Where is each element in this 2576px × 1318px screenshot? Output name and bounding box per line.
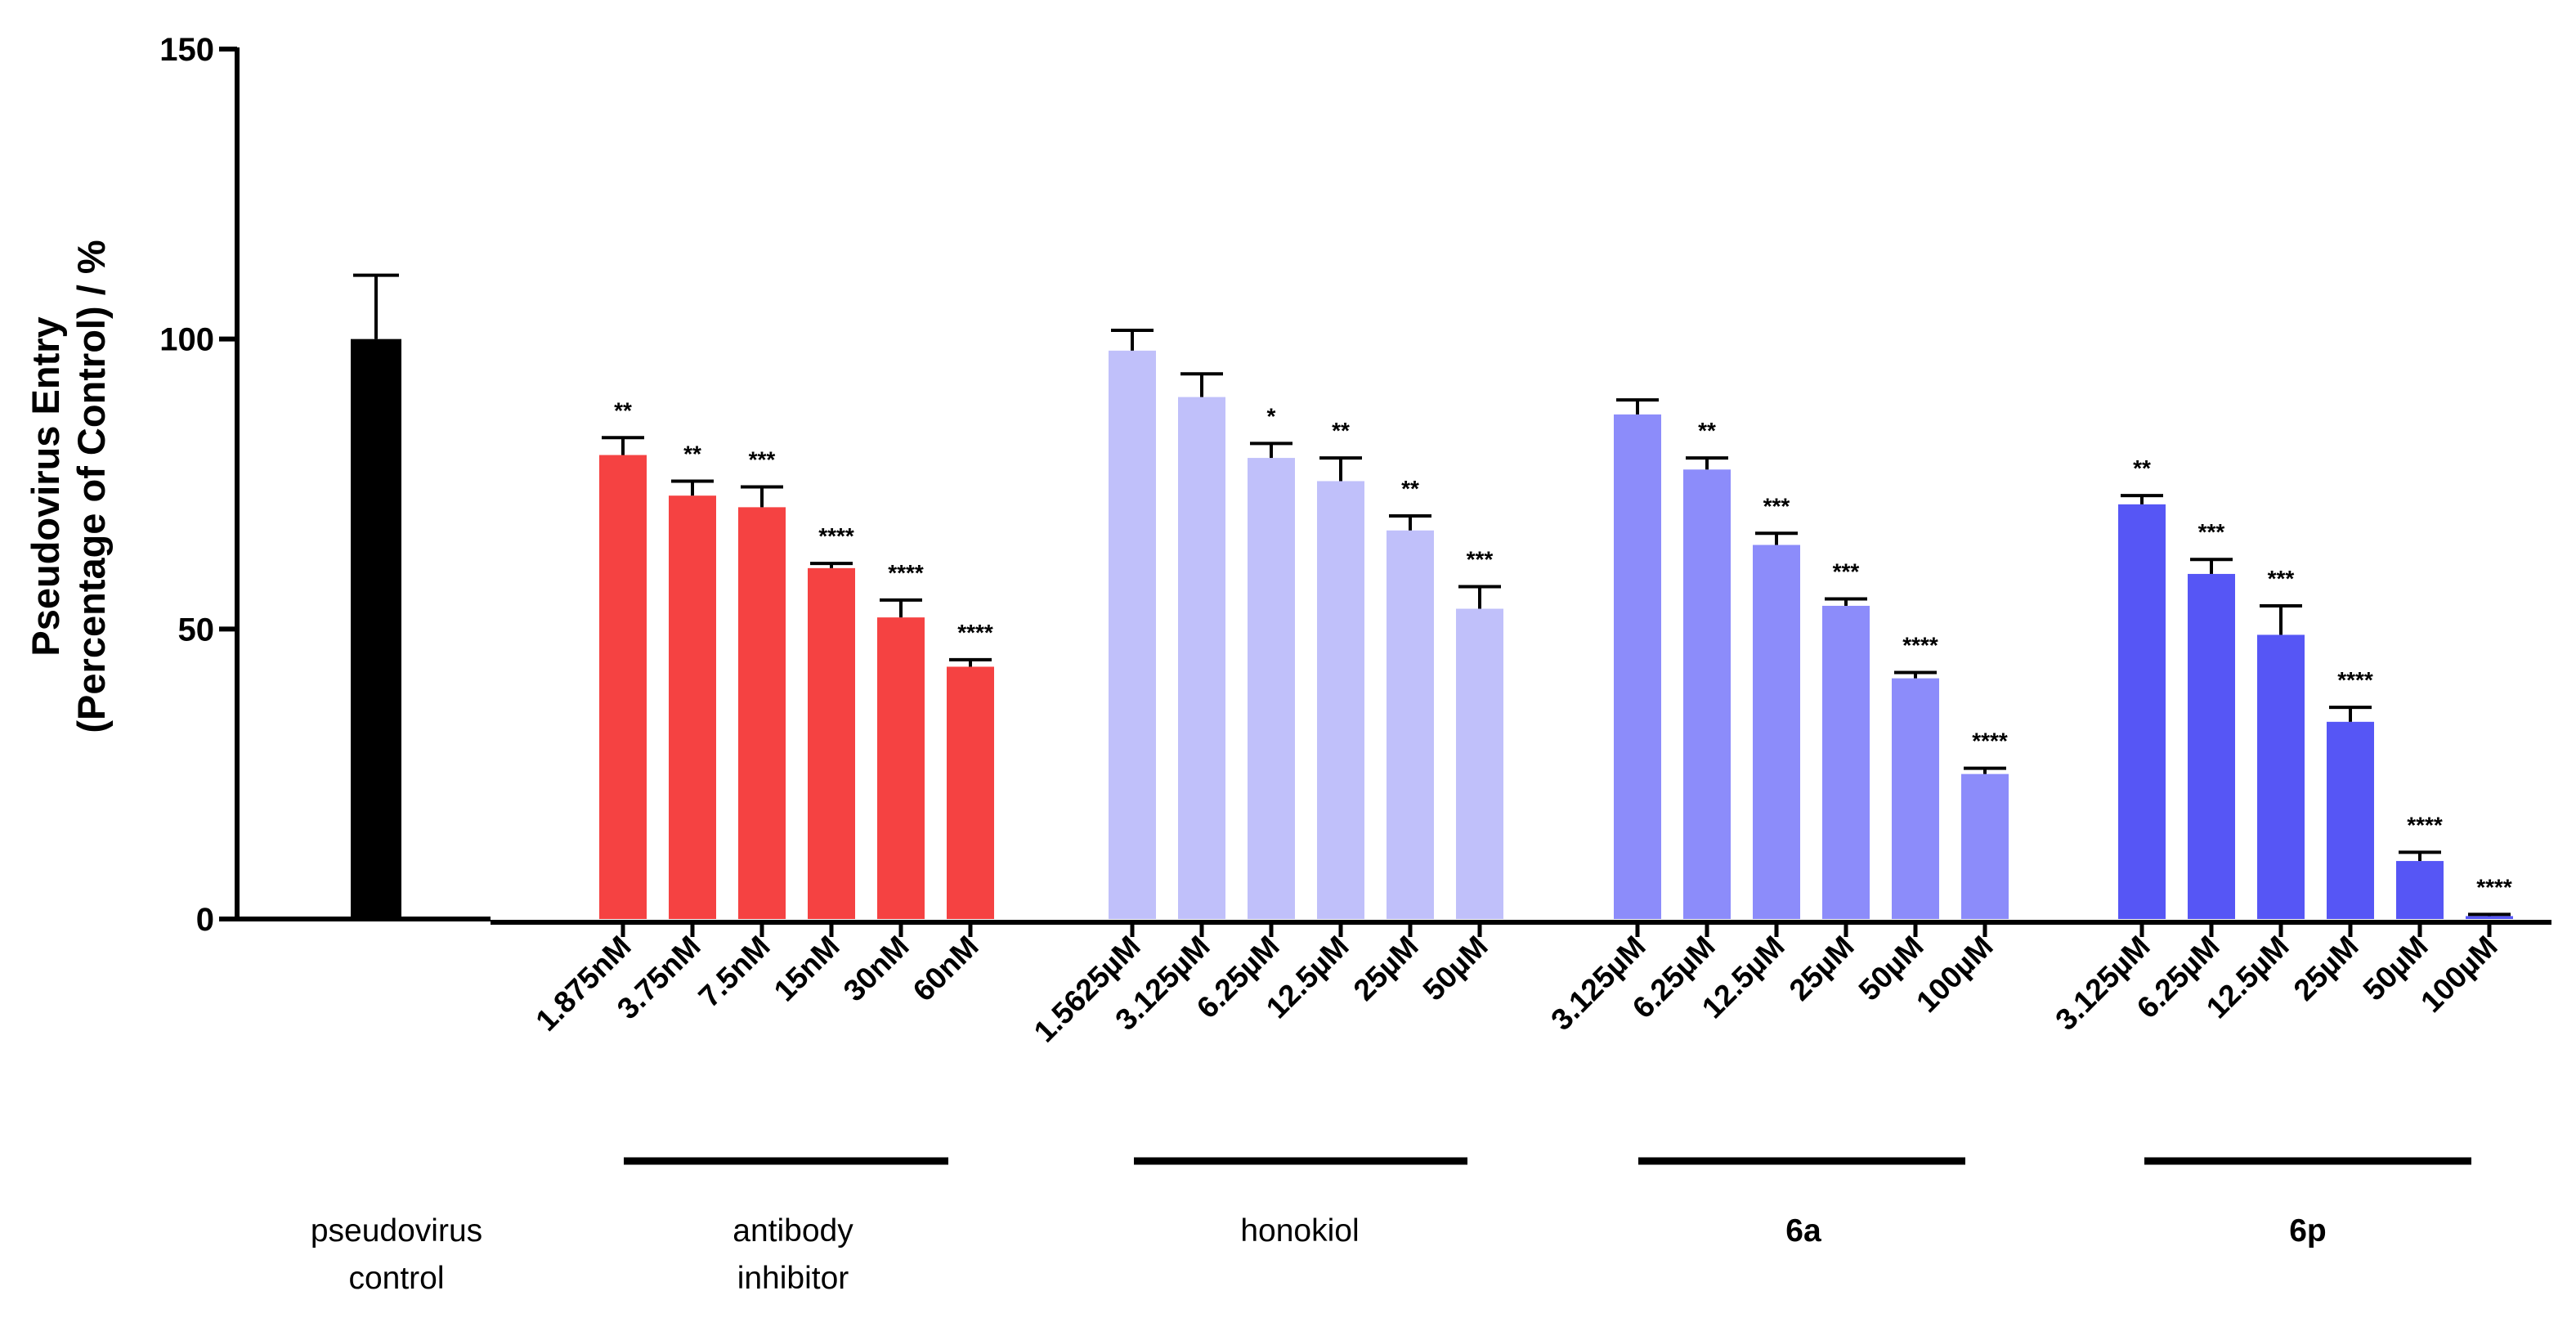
bar [1683,469,1731,919]
bar [1614,414,1661,919]
significance-layer: **** ************************************… [614,397,2512,899]
x-tick-label: 30nM [837,930,916,1008]
significance-marker: *** [2268,566,2295,591]
bar [1387,530,1434,919]
y-tick-label: 100 [159,322,214,358]
bar [351,338,401,920]
bar [599,455,647,919]
group-label: inhibitor [737,1261,849,1296]
bar [1892,678,1939,919]
significance-marker: **** [1902,633,1938,658]
group-label: antibody [732,1213,853,1249]
y-tick-label: 0 [196,902,214,938]
bar [669,495,716,919]
y-axis-title: Pseudovirus Entry (Percentage of Control… [24,240,113,733]
bar [1178,397,1225,920]
bar [2118,504,2166,919]
significance-marker: *** [1467,547,1494,572]
group-label: 6p [2289,1213,2327,1249]
significance-marker: *** [749,447,776,473]
significance-marker: **** [818,523,854,549]
group-labels-layer: pseudovirus control antibody inhibitor honok… [311,1213,2327,1296]
bar [2396,861,2444,919]
bar [1317,481,1364,919]
bar [1456,608,1503,919]
x-tick-label: 3.125µM [1544,930,1651,1037]
bar [2327,721,2374,919]
significance-marker: ** [1401,476,1419,501]
x-tick-label: 25µM [2287,930,2365,1007]
bar [2466,916,2513,919]
bar [877,617,925,919]
x-tick-label: 50µM [1417,930,1494,1007]
group-label: honokiol [1240,1213,1359,1249]
y-axis: 0 50 100 150 [159,32,240,938]
bar [2257,634,2305,919]
significance-marker: *** [1833,558,1860,584]
significance-marker: **** [1972,728,2008,754]
x-tick-label: 60nM [907,930,985,1008]
bar [738,507,786,919]
significance-marker: **** [2476,874,2512,899]
bar [1248,458,1295,919]
y-tick-label: 150 [159,32,214,68]
bar [947,666,994,919]
bar [2188,573,2235,919]
bar [808,567,855,919]
bar [1961,773,2009,919]
x-tick-label: 100µM [2414,930,2504,1020]
significance-marker: **** [957,620,993,645]
significance-marker: **** [2407,812,2443,837]
significance-marker: ** [1332,418,1350,443]
x-tick-label: 25µM [1783,930,1861,1007]
significance-marker: ** [614,397,632,423]
significance-marker: ** [1698,418,1716,443]
group-label: pseudovirus [311,1213,482,1249]
significance-marker: *** [2198,519,2225,545]
bar [1822,605,1870,919]
x-tick-label: 15nM [768,930,846,1008]
y-axis-title-line2: (Percentage of Control) / % [69,240,113,733]
y-axis-title-line1: Pseudovirus Entry [24,316,67,656]
significance-marker: ** [683,441,701,466]
bar [1753,545,1800,919]
x-tick-label: 25µM [1347,930,1425,1007]
significance-marker: * [1267,403,1276,428]
y-tick-label: 50 [178,612,215,648]
x-tick-label: 1.875nM [529,930,637,1038]
x-tick-label: 100µM [1910,930,2000,1020]
error-bars-layer [353,273,2511,917]
significance-marker: ** [2133,455,2151,481]
significance-marker: **** [888,560,924,585]
bars-layer [351,338,2513,920]
bar [1109,350,1156,919]
group-label: 6a [1785,1213,1821,1249]
significance-marker: *** [1763,493,1790,518]
x-tick-label: 3.125µM [2049,930,2156,1037]
x-tick-label: 7.5nM [692,930,777,1014]
group-label: control [348,1261,444,1296]
significance-marker: **** [2337,667,2373,693]
